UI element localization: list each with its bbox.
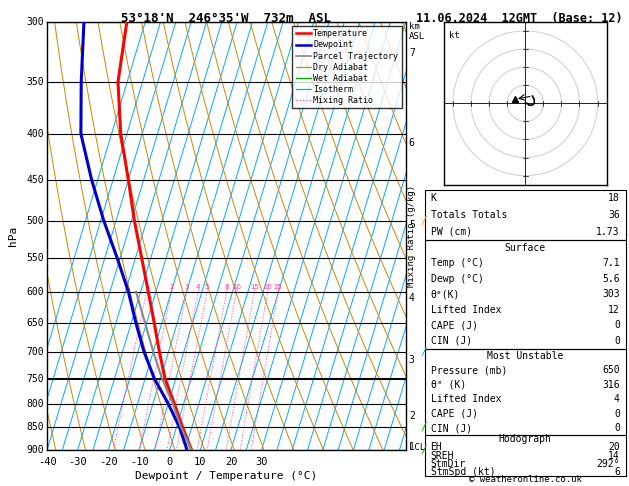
Text: 6: 6 <box>614 467 620 477</box>
Text: θᵉ (K): θᵉ (K) <box>431 380 466 390</box>
Text: CAPE (J): CAPE (J) <box>431 320 477 330</box>
Text: Mixing Ratio (g/kg): Mixing Ratio (g/kg) <box>408 185 416 287</box>
Text: 7.1: 7.1 <box>602 259 620 268</box>
Text: 15: 15 <box>250 283 259 290</box>
Text: 20: 20 <box>225 457 237 467</box>
Text: 650: 650 <box>26 318 44 328</box>
Text: 3: 3 <box>184 283 189 290</box>
Text: 4: 4 <box>409 293 415 303</box>
Text: EH: EH <box>431 442 442 452</box>
Text: CAPE (J): CAPE (J) <box>431 409 477 418</box>
Text: /: / <box>420 216 426 226</box>
Text: 750: 750 <box>26 374 44 383</box>
Text: 700: 700 <box>26 347 44 357</box>
Text: Most Unstable: Most Unstable <box>487 351 564 361</box>
Text: /: / <box>420 445 426 454</box>
Bar <box>425 240 626 348</box>
Text: /: / <box>420 347 426 357</box>
Text: Pressure (mb): Pressure (mb) <box>431 365 507 375</box>
Text: 20: 20 <box>608 442 620 452</box>
Text: 316: 316 <box>602 380 620 390</box>
Text: 11.06.2024  12GMT  (Base: 12): 11.06.2024 12GMT (Base: 12) <box>416 12 622 25</box>
Text: Lifted Index: Lifted Index <box>431 394 501 404</box>
Text: 36: 36 <box>608 210 620 220</box>
Text: 10: 10 <box>232 283 241 290</box>
Text: StmSpd (kt): StmSpd (kt) <box>431 467 495 477</box>
Text: 292°: 292° <box>596 459 620 469</box>
Text: -10: -10 <box>130 457 148 467</box>
Text: 5.6: 5.6 <box>602 274 620 284</box>
Text: θᵉ(K): θᵉ(K) <box>431 289 460 299</box>
Text: Dewpoint / Temperature (°C): Dewpoint / Temperature (°C) <box>135 471 318 481</box>
Text: CIN (J): CIN (J) <box>431 336 472 346</box>
Text: 10: 10 <box>194 457 207 467</box>
Text: 600: 600 <box>26 287 44 297</box>
Text: 53°18'N  246°35'W  732m  ASL: 53°18'N 246°35'W 732m ASL <box>121 12 331 25</box>
Text: 7: 7 <box>409 48 415 58</box>
Text: 8: 8 <box>225 283 229 290</box>
Bar <box>425 190 626 240</box>
Text: 450: 450 <box>26 174 44 185</box>
Text: 650: 650 <box>602 365 620 375</box>
Text: 900: 900 <box>26 445 44 454</box>
Text: -30: -30 <box>69 457 87 467</box>
Text: 18: 18 <box>608 193 620 203</box>
Text: 0: 0 <box>614 423 620 433</box>
Text: Surface: Surface <box>504 243 546 253</box>
Text: Temp (°C): Temp (°C) <box>431 259 484 268</box>
Text: /: / <box>420 422 426 433</box>
Text: 0: 0 <box>614 409 620 418</box>
Text: -40: -40 <box>38 457 57 467</box>
Text: StmDir: StmDir <box>431 459 466 469</box>
Text: 5: 5 <box>205 283 209 290</box>
Text: 1.73: 1.73 <box>596 226 620 237</box>
Text: 1: 1 <box>144 283 149 290</box>
Text: 25: 25 <box>274 283 282 290</box>
Text: 4: 4 <box>196 283 200 290</box>
Text: 0: 0 <box>614 336 620 346</box>
Text: K: K <box>431 193 437 203</box>
Text: 300: 300 <box>26 17 44 27</box>
Text: 303: 303 <box>602 289 620 299</box>
Text: 3: 3 <box>409 355 415 365</box>
Text: hPa: hPa <box>8 226 18 246</box>
Legend: Temperature, Dewpoint, Parcel Trajectory, Dry Adiabat, Wet Adiabat, Isotherm, Mi: Temperature, Dewpoint, Parcel Trajectory… <box>292 26 401 108</box>
Text: km
ASL: km ASL <box>409 22 425 41</box>
Text: 14: 14 <box>608 451 620 461</box>
Text: Hodograph: Hodograph <box>499 434 552 444</box>
Text: PW (cm): PW (cm) <box>431 226 472 237</box>
Text: 350: 350 <box>26 77 44 87</box>
Text: 800: 800 <box>26 399 44 409</box>
Text: LCL: LCL <box>409 443 425 452</box>
Text: 0: 0 <box>614 320 620 330</box>
Text: 5: 5 <box>409 220 415 229</box>
Text: CIN (J): CIN (J) <box>431 423 472 433</box>
Text: 6: 6 <box>409 139 415 149</box>
Bar <box>425 348 626 435</box>
Text: Dewp (°C): Dewp (°C) <box>431 274 484 284</box>
Text: 500: 500 <box>26 216 44 226</box>
Text: Totals Totals: Totals Totals <box>431 210 507 220</box>
Text: 12: 12 <box>608 305 620 315</box>
Text: 0: 0 <box>167 457 173 467</box>
Text: 1: 1 <box>409 442 415 452</box>
Text: 2: 2 <box>409 411 415 421</box>
Text: SREH: SREH <box>431 451 454 461</box>
Text: kt: kt <box>449 31 460 40</box>
Text: 20: 20 <box>263 283 272 290</box>
Text: -20: -20 <box>99 457 118 467</box>
Text: 4: 4 <box>614 394 620 404</box>
Text: © weatheronline.co.uk: © weatheronline.co.uk <box>469 474 582 484</box>
Text: 2: 2 <box>169 283 174 290</box>
Text: 400: 400 <box>26 129 44 139</box>
Text: Lifted Index: Lifted Index <box>431 305 501 315</box>
Bar <box>425 435 626 476</box>
Text: 550: 550 <box>26 253 44 263</box>
Text: 850: 850 <box>26 422 44 433</box>
Text: 30: 30 <box>255 457 268 467</box>
